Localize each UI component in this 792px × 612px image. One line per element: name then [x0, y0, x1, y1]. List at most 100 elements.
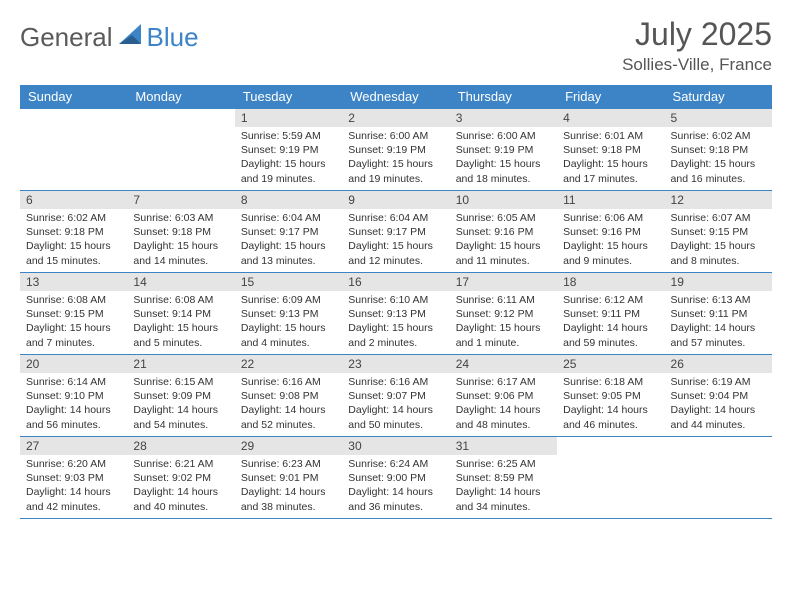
- day-number: 8: [235, 191, 342, 209]
- day-number: 9: [342, 191, 449, 209]
- sunrise-text: Sunrise: 6:02 AM: [26, 211, 121, 225]
- sunset-text: Sunset: 9:11 PM: [671, 307, 766, 321]
- sunrise-text: Sunrise: 6:20 AM: [26, 457, 121, 471]
- calendar-cell: 1Sunrise: 5:59 AMSunset: 9:19 PMDaylight…: [235, 109, 342, 191]
- sunset-text: Sunset: 9:12 PM: [456, 307, 551, 321]
- calendar-cell: 27 Sunrise: 6:20 AMSunset: 9:03 PMDayligh…: [20, 437, 127, 519]
- sunrise-text: Sunrise: 6:08 AM: [26, 293, 121, 307]
- daylight-text: Daylight: 14 hours and 36 minutes.: [348, 485, 443, 513]
- sunrise-text: Sunrise: 6:04 AM: [348, 211, 443, 225]
- sunset-text: Sunset: 9:19 PM: [456, 143, 551, 157]
- daylight-text: Daylight: 15 hours and 5 minutes.: [133, 321, 228, 349]
- day-details: Sunrise: 6:15 AMSunset: 9:09 PMDaylight:…: [127, 373, 234, 436]
- calendar-cell: 2Sunrise: 6:00 AMSunset: 9:19 PMDaylight…: [342, 109, 449, 191]
- calendar-cell: [665, 437, 772, 519]
- daylight-text: Daylight: 14 hours and 44 minutes.: [671, 403, 766, 431]
- sunset-text: Sunset: 9:18 PM: [26, 225, 121, 239]
- weekday-header: Saturday: [665, 85, 772, 109]
- sunset-text: Sunset: 9:05 PM: [563, 389, 658, 403]
- weekday-header: Wednesday: [342, 85, 449, 109]
- sunset-text: Sunset: 9:02 PM: [133, 471, 228, 485]
- calendar-cell: 5Sunrise: 6:02 AMSunset: 9:18 PMDaylight…: [665, 109, 772, 191]
- calendar-cell: 14Sunrise: 6:08 AMSunset: 9:14 PMDayligh…: [127, 273, 234, 355]
- calendar-cell: 19Sunrise: 6:13 AMSunset: 9:11 PMDayligh…: [665, 273, 772, 355]
- day-number: 27: [20, 437, 127, 455]
- day-details: Sunrise: 6:23 AMSunset: 9:01 PMDaylight:…: [235, 455, 342, 518]
- calendar-cell: 9Sunrise: 6:04 AMSunset: 9:17 PMDaylight…: [342, 191, 449, 273]
- day-details: Sunrise: 6:14 AMSunset: 9:10 PMDaylight:…: [20, 373, 127, 436]
- daylight-text: Daylight: 15 hours and 8 minutes.: [671, 239, 766, 267]
- daylight-text: Daylight: 14 hours and 42 minutes.: [26, 485, 121, 513]
- sunset-text: Sunset: 9:18 PM: [133, 225, 228, 239]
- day-number: 18: [557, 273, 664, 291]
- sunset-text: Sunset: 9:13 PM: [241, 307, 336, 321]
- sunset-text: Sunset: 9:16 PM: [456, 225, 551, 239]
- daylight-text: Daylight: 14 hours and 40 minutes.: [133, 485, 228, 513]
- sunrise-text: Sunrise: 6:02 AM: [671, 129, 766, 143]
- calendar-body: 1Sunrise: 5:59 AMSunset: 9:19 PMDaylight…: [20, 109, 772, 519]
- day-details: Sunrise: 6:12 AMSunset: 9:11 PMDaylight:…: [557, 291, 664, 354]
- calendar-cell: 26Sunrise: 6:19 AMSunset: 9:04 PMDayligh…: [665, 355, 772, 437]
- calendar-cell: 12Sunrise: 6:07 AMSunset: 9:15 PMDayligh…: [665, 191, 772, 273]
- calendar-cell: 3Sunrise: 6:00 AMSunset: 9:19 PMDaylight…: [450, 109, 557, 191]
- day-details: Sunrise: 5:59 AMSunset: 9:19 PMDaylight:…: [235, 127, 342, 190]
- day-number: 7: [127, 191, 234, 209]
- day-details: Sunrise: 6:11 AMSunset: 9:12 PMDaylight:…: [450, 291, 557, 354]
- sunset-text: Sunset: 9:04 PM: [671, 389, 766, 403]
- daylight-text: Daylight: 14 hours and 48 minutes.: [456, 403, 551, 431]
- day-details: Sunrise: 6:03 AMSunset: 9:18 PMDaylight:…: [127, 209, 234, 272]
- daylight-text: Daylight: 14 hours and 52 minutes.: [241, 403, 336, 431]
- sunrise-text: Sunrise: 6:16 AM: [241, 375, 336, 389]
- sunset-text: Sunset: 9:08 PM: [241, 389, 336, 403]
- day-number: 2: [342, 109, 449, 127]
- daylight-text: Daylight: 15 hours and 13 minutes.: [241, 239, 336, 267]
- day-number: 3: [450, 109, 557, 127]
- sunrise-text: Sunrise: 6:21 AM: [133, 457, 228, 471]
- location-label: Sollies-Ville, France: [622, 55, 772, 75]
- calendar-week-row: 13Sunrise: 6:08 AMSunset: 9:15 PMDayligh…: [20, 273, 772, 355]
- sunset-text: Sunset: 9:16 PM: [563, 225, 658, 239]
- day-number: 1: [235, 109, 342, 127]
- daylight-text: Daylight: 14 hours and 38 minutes.: [241, 485, 336, 513]
- sunset-text: Sunset: 9:06 PM: [456, 389, 551, 403]
- sunset-text: Sunset: 9:17 PM: [241, 225, 336, 239]
- day-details: Sunrise: 6:05 AMSunset: 9:16 PMDaylight:…: [450, 209, 557, 272]
- calendar-cell: 21Sunrise: 6:15 AMSunset: 9:09 PMDayligh…: [127, 355, 234, 437]
- day-details: Sunrise: 6:18 AMSunset: 9:05 PMDaylight:…: [557, 373, 664, 436]
- sunrise-text: Sunrise: 6:10 AM: [348, 293, 443, 307]
- calendar-cell: 10Sunrise: 6:05 AMSunset: 9:16 PMDayligh…: [450, 191, 557, 273]
- calendar-cell: 7Sunrise: 6:03 AMSunset: 9:18 PMDaylight…: [127, 191, 234, 273]
- page-header: General Blue July 2025 Sollies-Ville, Fr…: [20, 16, 772, 75]
- daylight-text: Daylight: 15 hours and 17 minutes.: [563, 157, 658, 185]
- sunset-text: Sunset: 9:18 PM: [563, 143, 658, 157]
- daylight-text: Daylight: 15 hours and 2 minutes.: [348, 321, 443, 349]
- sunrise-text: Sunrise: 6:19 AM: [671, 375, 766, 389]
- day-details: Sunrise: 6:07 AMSunset: 9:15 PMDaylight:…: [665, 209, 772, 272]
- calendar-cell: 28Sunrise: 6:21 AMSunset: 9:02 PMDayligh…: [127, 437, 234, 519]
- sunrise-text: Sunrise: 6:14 AM: [26, 375, 121, 389]
- daylight-text: Daylight: 14 hours and 46 minutes.: [563, 403, 658, 431]
- day-number: 13: [20, 273, 127, 291]
- month-title: July 2025: [622, 16, 772, 53]
- calendar-cell: 22Sunrise: 6:16 AMSunset: 9:08 PMDayligh…: [235, 355, 342, 437]
- sunrise-text: Sunrise: 6:01 AM: [563, 129, 658, 143]
- sunrise-text: Sunrise: 6:16 AM: [348, 375, 443, 389]
- calendar-cell: 8Sunrise: 6:04 AMSunset: 9:17 PMDaylight…: [235, 191, 342, 273]
- logo-text-general: General: [20, 22, 113, 53]
- calendar-cell: 31Sunrise: 6:25 AMSunset: 8:59 PMDayligh…: [450, 437, 557, 519]
- daylight-text: Daylight: 14 hours and 50 minutes.: [348, 403, 443, 431]
- sunset-text: Sunset: 9:03 PM: [26, 471, 121, 485]
- daylight-text: Daylight: 14 hours and 34 minutes.: [456, 485, 551, 513]
- day-number: 25: [557, 355, 664, 373]
- calendar-cell: 15Sunrise: 6:09 AMSunset: 9:13 PMDayligh…: [235, 273, 342, 355]
- logo-sail-icon: [119, 24, 145, 51]
- day-details: Sunrise: 6:16 AMSunset: 9:07 PMDaylight:…: [342, 373, 449, 436]
- day-number: 5: [665, 109, 772, 127]
- sunset-text: Sunset: 9:00 PM: [348, 471, 443, 485]
- day-details: Sunrise: 6:04 AMSunset: 9:17 PMDaylight:…: [342, 209, 449, 272]
- daylight-text: Daylight: 14 hours and 59 minutes.: [563, 321, 658, 349]
- day-details: Sunrise: 6:02 AMSunset: 9:18 PMDaylight:…: [665, 127, 772, 190]
- day-number: 6: [20, 191, 127, 209]
- weekday-header: Thursday: [450, 85, 557, 109]
- sunrise-text: Sunrise: 6:06 AM: [563, 211, 658, 225]
